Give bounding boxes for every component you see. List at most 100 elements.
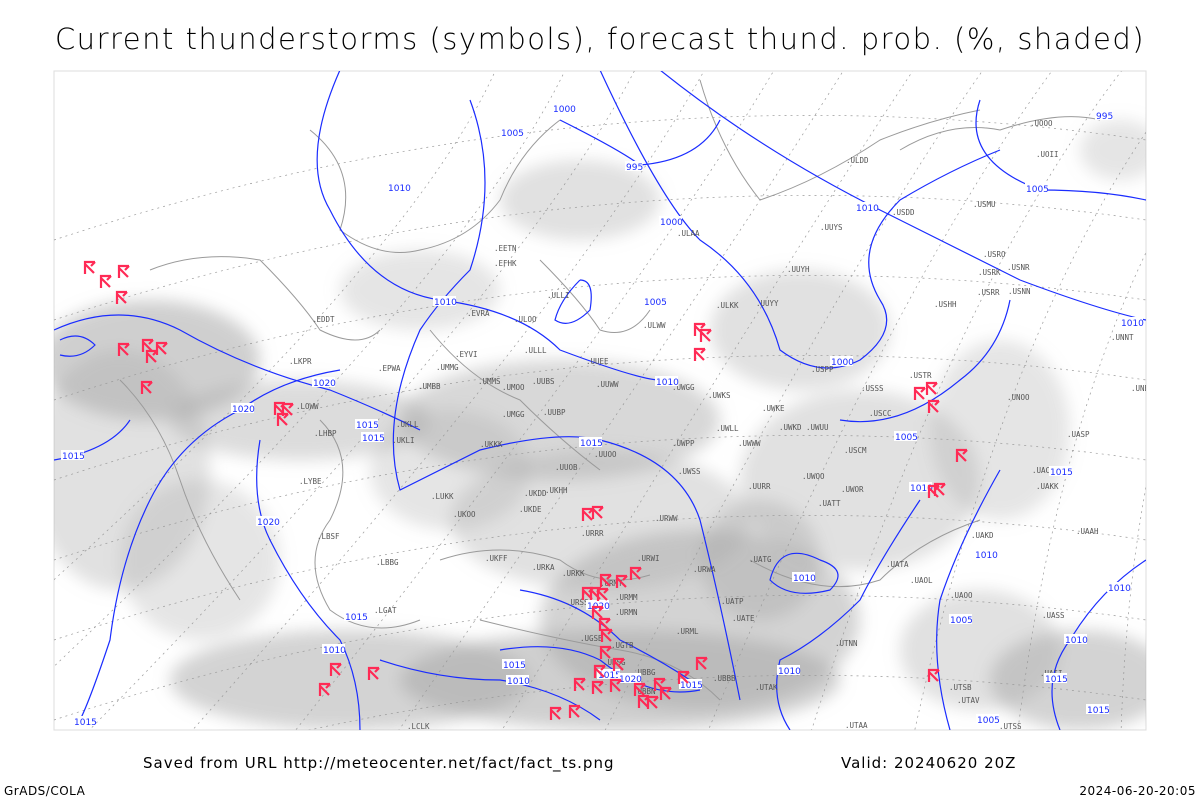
station-label: .USRR <box>977 288 1000 297</box>
parallel-line <box>54 515 1146 641</box>
station-label: .UWOO <box>802 472 825 481</box>
thunderstorm-symbol-icon <box>593 664 606 678</box>
isobar-label: 1015 <box>361 432 385 444</box>
svg-text:1010: 1010 <box>1121 319 1144 329</box>
station-label: .UNOO <box>1007 393 1030 402</box>
isobar-line <box>519 589 691 681</box>
parallel-line <box>54 195 1146 321</box>
station-label: .URKA <box>532 563 555 572</box>
station-label: .UMMG <box>436 363 459 372</box>
svg-text:1015: 1015 <box>1050 468 1073 478</box>
isobar-label: 1010 <box>909 482 933 494</box>
station-label: .UAOO <box>950 591 973 600</box>
station-label: .LCLK <box>407 722 430 731</box>
station-label: .UATT <box>818 499 841 508</box>
station-label: .UATA <box>886 560 909 569</box>
isobar-label: 995 <box>1095 110 1113 122</box>
station-label: .UBBN <box>633 687 656 696</box>
station-labels: .UOOO .UOII .ULDD .USDD .USMU .UUYS .USRO .USRK… <box>289 119 1146 731</box>
station-label: .UUOO <box>594 450 617 459</box>
border-line <box>149 256 381 341</box>
station-label: .UWOR <box>841 485 864 494</box>
station-label: .UUBS <box>532 377 555 386</box>
border-line <box>749 519 981 588</box>
border-line <box>479 619 721 701</box>
station-label: .UGSB <box>580 634 603 643</box>
svg-text:1015: 1015 <box>62 452 85 462</box>
station-label: .UWUU <box>806 423 829 432</box>
station-label: .USMU <box>973 200 996 209</box>
svg-text:1010: 1010 <box>1065 636 1088 646</box>
svg-text:1010: 1010 <box>975 551 998 561</box>
station-label: .UKHH <box>545 486 568 495</box>
isobar-line <box>379 659 601 721</box>
station-label: .UKFF <box>485 554 508 563</box>
svg-text:1010: 1010 <box>856 204 879 214</box>
station-label: .UWKD <box>779 423 802 432</box>
isobar-label: 1015 <box>1049 466 1073 478</box>
svg-text:1010: 1010 <box>1108 584 1131 594</box>
station-label: .UOOO <box>1030 119 1053 128</box>
isobar-label: 1005 <box>894 431 918 443</box>
isobar-label: 1015 <box>1044 673 1068 685</box>
isobar-label: 1015 <box>502 659 526 671</box>
svg-text:1010: 1010 <box>434 298 457 308</box>
isobar-label: 1010 <box>387 182 411 194</box>
meridian-line <box>501 71 914 730</box>
station-label: .LUKK <box>431 492 454 501</box>
isobar-label: 1005 <box>643 296 667 308</box>
isobar-label: 1010 <box>1064 634 1088 646</box>
station-label: .EVRA <box>467 309 490 318</box>
isobar-label: 1000 <box>830 356 854 368</box>
svg-text:1005: 1005 <box>644 298 667 308</box>
isobar-label: 1010 <box>855 202 879 214</box>
isobar-label: 1015 <box>1086 704 1110 716</box>
isobar-label: 1015 <box>344 611 368 623</box>
isobar-label: 1010 <box>506 675 530 687</box>
meridian-line <box>811 71 1122 730</box>
isobar-label: 1015 <box>579 437 603 449</box>
station-label: .UKLI <box>392 436 415 445</box>
shaded-area <box>900 590 1060 710</box>
thunderstorm-symbols <box>83 260 968 720</box>
svg-text:1015: 1015 <box>680 681 703 691</box>
thunderstorm-symbol-icon <box>591 680 604 694</box>
chart-title: Current thunderstorms (symbols), forecas… <box>54 22 1146 56</box>
thunderstorm-symbol-icon <box>599 645 612 659</box>
station-label: .UWSS <box>678 467 701 476</box>
thunderstorm-symbol-icon <box>367 666 380 680</box>
station-label: .UUWW <box>596 380 619 389</box>
probability-shading <box>54 120 1146 730</box>
thunderstorm-symbol-icon <box>659 686 672 700</box>
station-label: .UTAK <box>755 683 778 692</box>
thunderstorm-symbol-icon <box>612 657 625 671</box>
parallel-line <box>54 115 1146 241</box>
svg-text:1010: 1010 <box>323 646 346 656</box>
isobar-label: 1015 <box>355 419 379 431</box>
isobar-label: 1010 <box>777 665 801 677</box>
thunderstorm-symbol-icon <box>933 482 946 496</box>
station-label: .UAKK <box>1036 482 1059 491</box>
station-label: .UAKD <box>971 531 994 540</box>
station-label: .URMN <box>615 608 638 617</box>
station-label: .UTSB <box>949 683 972 692</box>
shaded-area <box>700 500 820 620</box>
station-label: .URWA <box>693 565 716 574</box>
thunderstorm-symbol-icon <box>145 349 158 363</box>
station-label: .URWI <box>637 554 660 563</box>
station-label: .USDD <box>892 208 915 217</box>
meridian-line <box>88 71 635 730</box>
station-label: .UMBB <box>418 382 441 391</box>
station-label: .UMOO <box>502 383 525 392</box>
svg-text:1010: 1010 <box>388 184 411 194</box>
station-label: .UUYY <box>756 299 779 308</box>
thunderstorm-symbol-icon <box>609 678 622 692</box>
station-label: .ULWW <box>643 321 666 330</box>
isobar-label: 1000 <box>552 103 576 115</box>
shaded-area <box>710 270 890 390</box>
isobar-label: 1005 <box>500 127 524 139</box>
svg-text:995: 995 <box>1096 112 1113 122</box>
svg-text:1000: 1000 <box>831 358 854 368</box>
